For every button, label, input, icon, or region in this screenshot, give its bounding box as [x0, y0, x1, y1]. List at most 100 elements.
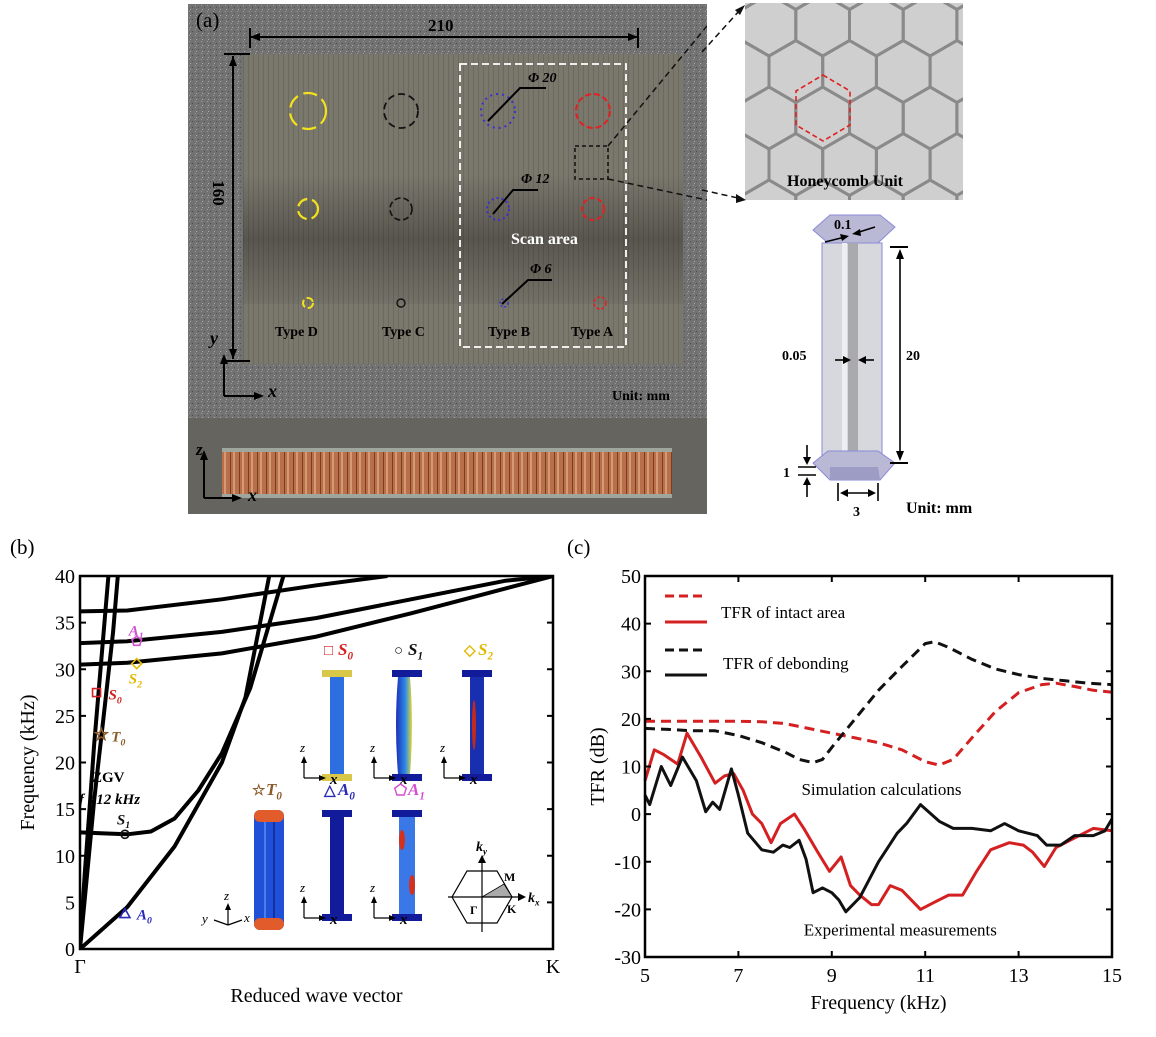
diameter-6-label: Φ 6: [530, 262, 552, 277]
tfr-chart: -30 -20 -10 0 10 20 30 40 50 5 7 9 11 13 15 TFR of in…: [587, 566, 1122, 1014]
honeycomb-unit-image: [745, 3, 963, 200]
mode-shape-inset: ⬠ A1 z x: [369, 780, 425, 928]
mode-label: A1: [407, 780, 425, 802]
mode-shape-inset: ◇ S2 z x: [439, 640, 493, 788]
honeycomb-cell: [955, 97, 963, 139]
height-dimension: 160: [208, 180, 228, 206]
brillouin-M-label: M: [504, 870, 515, 884]
mode-shape: [330, 677, 344, 774]
y-tick-label: 35: [55, 613, 75, 635]
specimen-photo: [188, 4, 707, 418]
honeycomb-cell: [794, 3, 851, 58]
inset-x-label: x: [329, 912, 338, 928]
inset-y-label: y: [200, 911, 208, 926]
mode-shape: [254, 810, 284, 930]
honeycomb-cell: [955, 190, 963, 200]
dispersion-branch: [80, 576, 553, 646]
dispersion-branch: [80, 576, 553, 667]
simulation-annotation: Simulation calculations: [801, 780, 961, 799]
legend-intact: TFR of intact area: [721, 603, 846, 622]
y-tick-label: 10: [621, 757, 641, 779]
mode-label: T0: [266, 780, 282, 802]
mode-marker-triangle: [118, 906, 132, 919]
mode-symbol: ○: [394, 643, 403, 659]
experiment-annotation: Experimental measurements: [804, 921, 997, 940]
unit-label-cell: Unit: mm: [906, 500, 973, 517]
mode-shape: [396, 677, 412, 774]
tfr-series-line: [645, 681, 1113, 767]
honeycomb-cell: [901, 3, 959, 58]
dispersion-chart: 0 5 10 15 20 25 30 35 40 Γ K A1 S2 S0 T0 S1 A0 Frequen…: [17, 566, 561, 1007]
mode-label: S1: [117, 812, 130, 831]
mode-marker-pentagon: [131, 635, 143, 647]
mode-marker-star: [93, 726, 110, 742]
width-dimension: 210: [428, 16, 454, 35]
zgv-frequency-annotation: f =12 kHz: [79, 792, 140, 808]
y-tick-label: 20: [55, 753, 75, 775]
diameter-20-label: Φ 20: [528, 71, 557, 86]
honeycomb-cell: [955, 4, 963, 46]
type-a-label: Type A: [571, 325, 614, 340]
mode-label: S1: [408, 640, 423, 662]
inset-x-label: x: [243, 910, 250, 925]
mode-label: A1: [128, 623, 144, 642]
inset-x-label: x: [469, 772, 478, 788]
honeycomb-drawing: [745, 3, 963, 200]
mode-label: S0: [109, 688, 122, 707]
inset-z-label: z: [439, 740, 445, 755]
x-tick-label: 11: [916, 965, 935, 987]
tfr-x-axis-label: Frequency (kHz): [810, 992, 946, 1014]
unit-cell-model: [798, 214, 908, 501]
mode-symbol: △: [323, 783, 336, 799]
zoom-leader-arrows: [701, 5, 746, 203]
x-tick-label: 13: [1009, 965, 1029, 987]
inset-x-label: x: [399, 912, 408, 928]
dispersion-y-axis-label: Frequency (kHz): [17, 694, 39, 830]
mode-label: S2: [478, 640, 493, 662]
mode-shape-inset: ☆ T0 zy x: [200, 780, 284, 930]
mode-shape: [330, 817, 344, 914]
mode-marker-circle: [120, 829, 130, 840]
y-tick-label: 10: [55, 846, 75, 868]
x-tick-label: 7: [733, 965, 743, 987]
irreducible-zone: [480, 883, 513, 898]
tfr-series-line: [643, 755, 1114, 914]
inset-x-label: x: [399, 772, 408, 788]
mode-label: T0: [111, 730, 125, 749]
x-tick-label: Γ: [74, 956, 86, 978]
y-axis-label-a: y: [210, 328, 218, 348]
z-axis-label-strip: z: [196, 440, 203, 459]
mode-shape-inset: △ A0 z x: [299, 780, 355, 928]
y-tick-label: -10: [614, 852, 641, 874]
mode-label: A0: [136, 908, 152, 927]
legend-debonding: TFR of debonding: [723, 654, 849, 673]
honeycomb-cell: [928, 38, 963, 105]
cross-section-drawing: [188, 418, 707, 514]
x-axis-label-a: x: [268, 381, 277, 401]
inset-x-label: x: [329, 772, 338, 788]
x-axis-label-strip: x: [248, 485, 257, 505]
x-tick-label: 9: [827, 965, 837, 987]
zgv-annotation: ZGV: [92, 770, 125, 786]
y-tick-label: 0: [631, 804, 641, 826]
tfr-series-line: [644, 640, 1113, 765]
x-tick-label: 15: [1102, 965, 1122, 987]
cross-section-photo: [188, 418, 707, 514]
dispersion-x-axis-label: Reduced wave vector: [230, 985, 402, 1007]
y-tick-label: -30: [614, 947, 641, 969]
dim-cell-side: 3: [853, 505, 860, 520]
scan-area-label: Scan area: [511, 231, 578, 248]
tfr-y-axis-label: TFR (dB): [587, 727, 609, 805]
unit-cell-outline: [795, 74, 851, 142]
y-tick-label: 25: [55, 706, 75, 728]
y-tick-label: 15: [55, 799, 75, 821]
honeycomb-cell: [928, 131, 963, 198]
y-tick-label: 40: [621, 614, 641, 636]
type-d-label: Type D: [275, 325, 318, 340]
brillouin-K-label: K: [507, 902, 517, 916]
mode-symbol: □: [324, 643, 333, 659]
dispersion-branch: [80, 576, 388, 614]
mode-marker-square: [91, 687, 102, 698]
brillouin-gamma-label: Γ: [470, 903, 478, 917]
y-tick-label: 50: [621, 566, 641, 588]
